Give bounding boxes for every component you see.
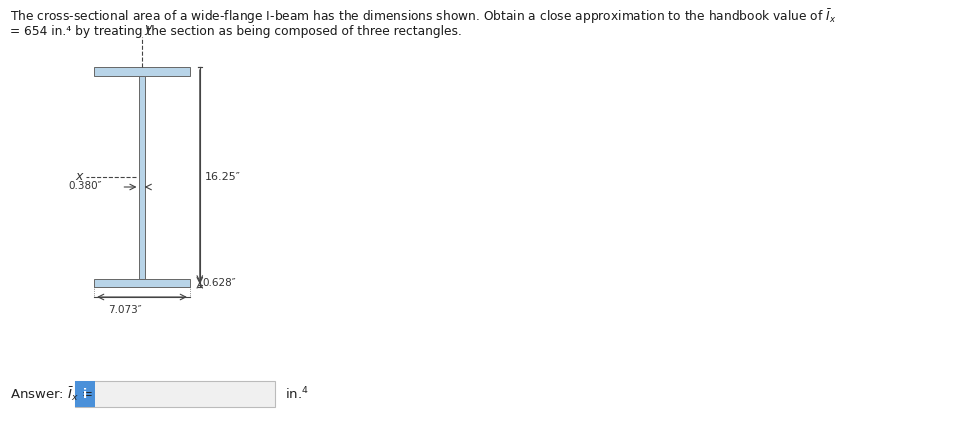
Bar [75,381,95,407]
Bar [139,76,144,279]
Text: 16.25″: 16.25″ [205,172,240,182]
Text: in.$^4$: in.$^4$ [285,386,308,402]
Text: Answer: $\bar{I}_x$ =: Answer: $\bar{I}_x$ = [10,385,93,403]
Text: 0.628″: 0.628″ [203,278,236,288]
Bar [75,381,275,407]
Text: = 654 in.⁴ by treating the section as being composed of three rectangles.: = 654 in.⁴ by treating the section as be… [10,25,462,38]
Bar [94,279,190,287]
Text: i: i [83,387,87,400]
Text: 7.073″: 7.073″ [109,305,142,315]
Text: y: y [144,22,152,35]
Text: The cross-sectional area of a wide-flange I-beam has the dimensions shown. Obtai: The cross-sectional area of a wide-flang… [10,8,836,27]
Text: x: x [76,170,84,184]
Text: 0.380″: 0.380″ [68,181,102,191]
Bar [94,67,190,76]
